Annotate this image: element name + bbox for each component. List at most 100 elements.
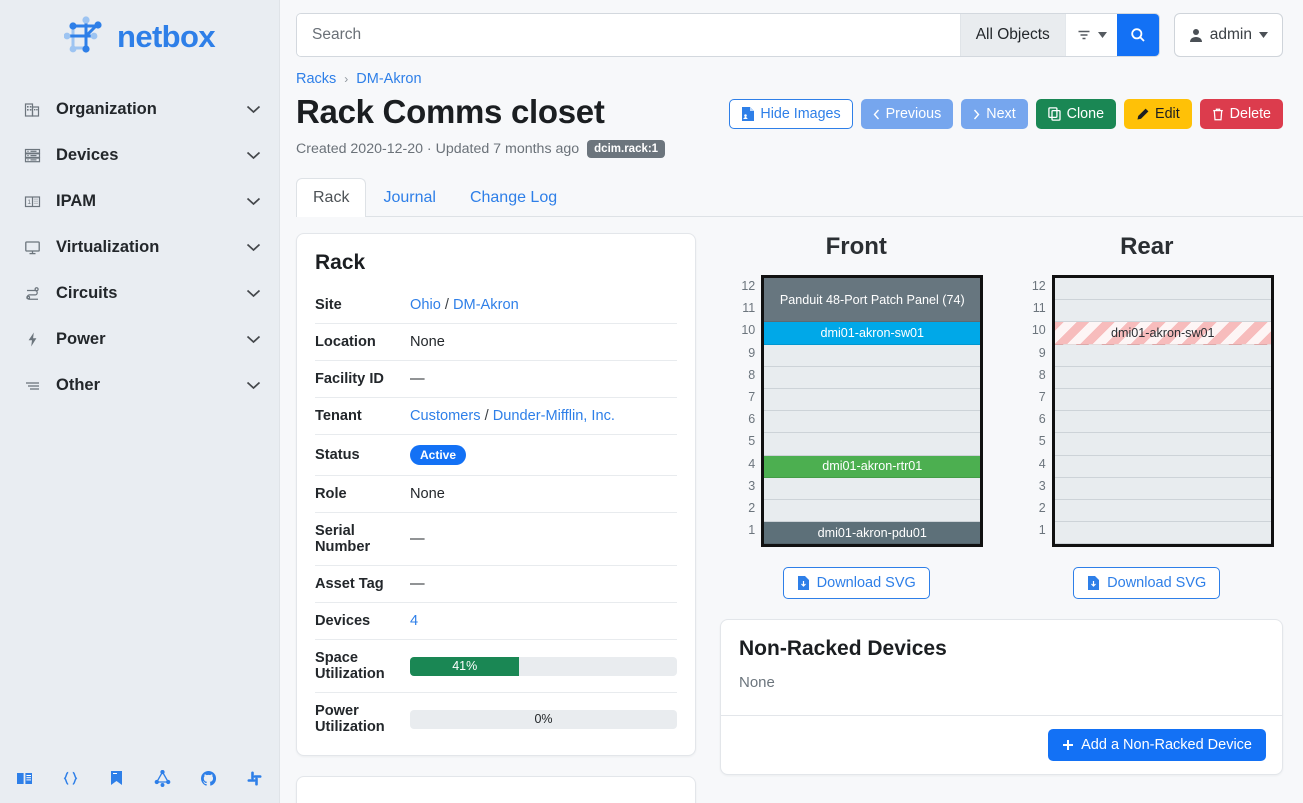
page-title: Rack Comms closet [296,93,605,130]
non-racked-devices-card: Non-Racked Devices None Add a Non-Racked… [720,619,1283,776]
rack-unit-slot[interactable] [764,388,981,412]
chevron-down-icon [246,243,261,252]
chevron-down-icon [246,289,261,298]
graphql-icon[interactable] [154,769,172,787]
table-row: Site Ohio / DM-Akron [315,287,677,324]
rack-unit-number: 2 [1038,500,1046,515]
next-button[interactable]: Next [961,99,1028,129]
front-rack-box[interactable]: Panduit 48-Port Patch Panel (74) dmi01-ak… [761,275,984,548]
status-badge: Active [410,445,467,465]
row-key-location: Location [315,323,410,361]
devices-count-link[interactable]: 4 [410,613,419,629]
sidebar-item-label: Power [56,329,106,348]
tab-journal[interactable]: Journal [383,189,436,206]
user-name: admin [1209,26,1252,43]
sidebar-item-organization[interactable]: Organization [0,86,279,132]
rear-rack-box[interactable]: dmi01-akron-sw01 [1051,275,1274,548]
rack-unit-slot[interactable] [764,433,981,456]
space-utilization-bar [410,656,520,676]
sidebar-item-virtualization[interactable]: Virtualization [0,224,279,270]
rack-unit-slot[interactable] [1054,499,1271,523]
row-key-site: Site [315,297,342,313]
rack-device[interactable]: dmi01-akron-sw01 [764,322,981,345]
rack-unit-slot[interactable] [764,499,981,523]
breadcrumb-item-racks[interactable]: Racks [296,71,337,87]
sidebar-item-other[interactable]: Other [0,362,279,408]
row-value-space-utilization: 41% [410,639,677,693]
right-column: Front 12 11 10 9 8 7 6 5 4 3 2 1 Panduit 48-Port Pa… [720,233,1283,803]
row-value-status: Active [410,434,677,476]
user-menu-button[interactable]: admin [1173,13,1283,57]
rack-unit-number: 10 [741,323,756,338]
brand-logo[interactable]: netbox [0,0,279,72]
rack-unit-slot[interactable] [764,344,981,367]
edit-label: Edit [1155,105,1180,122]
rack-unit-slot[interactable] [1054,278,1271,301]
clone-button[interactable]: Clone [1035,99,1117,129]
rack-unit-slot[interactable] [764,477,981,500]
front-download-svg-button[interactable]: Download SVG [782,567,930,600]
previous-label: Previous [885,105,942,122]
rack-unit-number: 9 [1038,345,1046,360]
search-submit-button[interactable] [1116,14,1159,56]
previous-button[interactable]: Previous [860,99,954,129]
rear-elevation: Rear 12 11 10 9 8 7 6 5 4 3 2 1 dmi01-akron-sw01 [1011,233,1284,600]
tab-change-log[interactable]: Change Log [469,189,558,206]
bookmark-icon[interactable] [108,769,126,787]
sidebar-item-circuits[interactable]: Circuits [0,270,279,316]
page-actions: Hide Images Previous Next [729,99,1283,129]
tenant-link[interactable]: Dunder-Mifflin, Inc. [492,408,615,424]
rack-unit-slot[interactable] [764,366,981,389]
rack-unit-number: 7 [748,390,756,405]
rack-device[interactable]: Panduit 48-Port Patch Panel (74) [764,278,981,323]
slack-icon[interactable] [246,769,264,787]
search-group: All Objects [296,13,1160,57]
github-icon[interactable] [200,769,218,787]
add-non-racked-device-button[interactable]: Add a Non-Racked Device [1048,729,1266,762]
book-icon[interactable] [16,769,34,787]
rack-unit-slot[interactable] [1054,344,1271,367]
rear-download-svg-label: Download SVG [1107,575,1207,592]
content-area: Rack Site Ohio / DM-Akron Location None [280,217,1303,803]
rack-device[interactable]: dmi01-akron-pdu01 [764,522,981,545]
breadcrumb-item-dm-akron[interactable]: DM-Akron [356,71,422,87]
site-link[interactable]: DM-Akron [453,297,519,313]
site-group-link[interactable]: Ohio [410,297,441,313]
rack-unit-slot[interactable] [1054,411,1271,434]
file-download-icon [797,576,810,591]
rack-device[interactable]: dmi01-akron-sw01 [1054,322,1271,345]
chevron-down-icon [246,381,261,390]
rack-unit-slot[interactable] [1054,522,1271,545]
rack-unit-number: 8 [748,367,756,382]
object-type-selector[interactable]: All Objects [959,14,1065,56]
tab-rack[interactable]: Rack [296,178,367,217]
rack-unit-slot[interactable] [1054,388,1271,412]
search-filter-button[interactable] [1064,14,1117,56]
rack-unit-slot[interactable] [1054,455,1271,478]
hide-images-button[interactable]: Hide Images [729,99,853,129]
edit-button[interactable]: Edit [1124,99,1192,129]
non-racked-devices-title: Non-Racked Devices [739,637,947,661]
rack-unit-number: 12 [741,279,756,294]
rack-unit-slot[interactable] [1054,477,1271,500]
rack-unit-slot[interactable] [1054,433,1271,456]
netbox-logo-icon [63,16,108,58]
search-input[interactable] [297,14,960,56]
rack-unit-slot[interactable] [764,411,981,434]
tenant-group-link[interactable]: Customers [410,408,481,424]
sidebar-item-ipam[interactable]: 1 IPAM [0,178,279,224]
rack-unit-number: 12 [1031,279,1046,294]
row-key-status: Status [315,434,410,476]
rack-unit-slot[interactable] [1054,300,1271,323]
chevron-down-icon [246,335,261,344]
sidebar-item-power[interactable]: Power [0,316,279,362]
rack-unit-slot[interactable] [1054,366,1271,389]
sidebar-item-devices[interactable]: Devices [0,132,279,178]
search-icon [1130,27,1146,43]
delete-label: Delete [1229,105,1271,122]
delete-button[interactable]: Delete [1199,99,1283,129]
rear-download-svg-button[interactable]: Download SVG [1073,567,1221,600]
code-braces-icon[interactable] [62,769,80,787]
rack-device[interactable]: dmi01-akron-rtr01 [764,455,981,478]
